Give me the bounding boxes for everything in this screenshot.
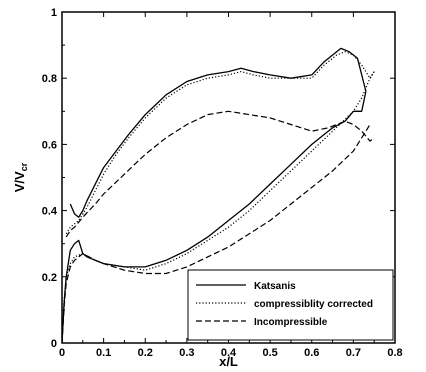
y-axis-title-subscript: cr — [19, 162, 29, 171]
x-tick-label: 0.2 — [138, 347, 153, 359]
x-tick-label: 0.8 — [387, 347, 402, 359]
legend-box — [187, 269, 394, 341]
y-tick-label: 0.2 — [42, 272, 57, 284]
y-tick-label: 0 — [51, 338, 57, 350]
y-tick-label: 0.8 — [42, 73, 57, 85]
x-tick-label: 0.6 — [304, 347, 319, 359]
y-axis-title: V/Vcr — [12, 162, 29, 192]
x-tick-label: 0.1 — [96, 347, 111, 359]
legend-label: Incompressible — [254, 317, 328, 328]
x-tick-label: 0 — [59, 347, 65, 359]
x-tick-label: 0.3 — [179, 347, 194, 359]
series-line-katsanis-suction — [69, 47, 367, 218]
series-line-compressiblity-corrected-suction — [65, 51, 375, 235]
series-line-katsanis-pressure — [62, 91, 367, 343]
y-tick-label: 0.6 — [42, 139, 57, 151]
legend-label: compressiblity corrected — [254, 299, 373, 310]
legend: Katsanis compressiblity corrected Incompre… — [187, 269, 394, 341]
series-layer — [62, 47, 375, 343]
legend-label: Katsanis — [254, 281, 296, 292]
y-tick-label: 0.4 — [42, 206, 58, 218]
x-tick-label: 0.7 — [346, 347, 361, 359]
x-tick-label: 0.4 — [221, 347, 237, 359]
y-tick-label: 1 — [51, 7, 57, 19]
series-line-incompressible-pressure — [62, 124, 371, 343]
series-line-incompressible-suction — [65, 110, 375, 238]
x-axis-title: x/L — [219, 354, 238, 367]
y-axis-title-main: V/V — [12, 171, 27, 192]
x-tick-label: 0.5 — [262, 347, 277, 359]
